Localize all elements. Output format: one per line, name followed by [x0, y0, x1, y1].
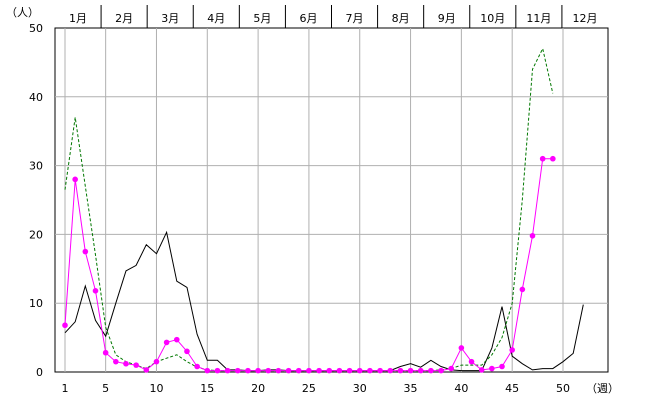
- series-markers: [62, 155, 556, 374]
- data-point: [245, 367, 251, 374]
- x-tick-label: 1: [62, 382, 69, 395]
- data-point: [438, 367, 444, 374]
- month-label: 10月: [480, 12, 505, 25]
- data-point: [295, 367, 302, 374]
- data-point: [214, 367, 221, 374]
- month-label: 2月: [115, 12, 133, 25]
- data-point: [194, 363, 200, 370]
- data-point: [356, 367, 363, 374]
- x-tick-label: 5: [102, 382, 109, 395]
- data-point: [204, 367, 211, 374]
- data-point: [224, 367, 231, 374]
- plot-area: [54, 27, 609, 373]
- data-point: [417, 367, 424, 374]
- data-point: [336, 367, 343, 374]
- month-label: 5月: [253, 12, 271, 25]
- data-point: [275, 367, 282, 374]
- data-point: [92, 288, 99, 294]
- data-point: [306, 367, 312, 374]
- x-tick-label: 30: [353, 382, 367, 395]
- data-point: [468, 358, 475, 365]
- data-point: [377, 367, 383, 374]
- data-point: [102, 349, 109, 356]
- month-label: 6月: [299, 12, 317, 25]
- data-point: [428, 367, 434, 374]
- data-point: [346, 367, 353, 374]
- x-tick-label: 45: [505, 382, 519, 395]
- data-point: [407, 367, 414, 374]
- data-point: [519, 286, 526, 293]
- data-point: [489, 365, 495, 372]
- y-tick-label: 40: [29, 91, 43, 104]
- x-tick-labels: 1 5 10 15 20 25 30 35 40 45 50: [62, 382, 571, 395]
- data-point: [62, 322, 68, 329]
- data-point: [539, 155, 546, 162]
- x-tick-label: 25: [302, 382, 316, 395]
- data-point: [234, 367, 241, 374]
- data-point: [255, 367, 261, 374]
- month-labels: 1月 2月 3月 4月 5月 6月 7月 8月 9月 10月 11月 12月: [69, 12, 597, 25]
- data-point: [316, 367, 322, 374]
- y-tick-label: 0: [36, 366, 43, 379]
- data-point: [143, 367, 150, 373]
- data-point: [367, 367, 373, 374]
- data-point: [529, 232, 536, 239]
- month-label: 8月: [392, 12, 410, 25]
- month-label: 12月: [572, 12, 597, 25]
- data-point: [550, 155, 556, 162]
- data-point: [173, 336, 180, 343]
- month-label: 9月: [438, 12, 456, 25]
- x-tick-label: 10: [149, 382, 163, 395]
- month-label: 7月: [346, 12, 364, 25]
- y-tick-labels: 0 10 20 30 40 50: [29, 22, 43, 379]
- y-tick-label: 50: [29, 22, 43, 35]
- x-tick-label: 35: [404, 382, 418, 395]
- y-tick-label: 20: [29, 228, 43, 241]
- data-point: [113, 358, 119, 365]
- month-label: 4月: [207, 12, 225, 25]
- data-point: [133, 362, 139, 368]
- data-point: [72, 176, 78, 183]
- data-point: [123, 360, 129, 367]
- month-label: 11月: [526, 12, 551, 25]
- data-point: [285, 367, 292, 374]
- data-point: [184, 348, 190, 355]
- data-point: [458, 345, 465, 351]
- y-axis-label: （人）: [6, 6, 39, 19]
- y-tick-label: 30: [29, 160, 43, 173]
- data-point: [163, 339, 170, 346]
- data-point: [509, 347, 515, 353]
- data-point: [387, 367, 394, 374]
- data-point: [448, 365, 455, 372]
- month-label: 3月: [161, 12, 179, 25]
- data-point: [397, 367, 404, 374]
- x-axis-label: （週）: [586, 382, 619, 395]
- data-point: [265, 367, 272, 374]
- data-point: [153, 358, 160, 365]
- month-dividers: [100, 5, 563, 28]
- month-label: 1月: [69, 12, 87, 25]
- data-point: [478, 367, 485, 373]
- grid-lines: [55, 28, 608, 372]
- x-tick-label: 40: [454, 382, 468, 395]
- data-point: [499, 363, 505, 370]
- data-point: [82, 248, 89, 255]
- y-tick-label: 10: [29, 297, 43, 310]
- x-tick-label: 15: [200, 382, 214, 395]
- x-tick-label: 50: [556, 382, 570, 395]
- data-point: [326, 367, 333, 374]
- x-tick-label: 20: [251, 382, 265, 395]
